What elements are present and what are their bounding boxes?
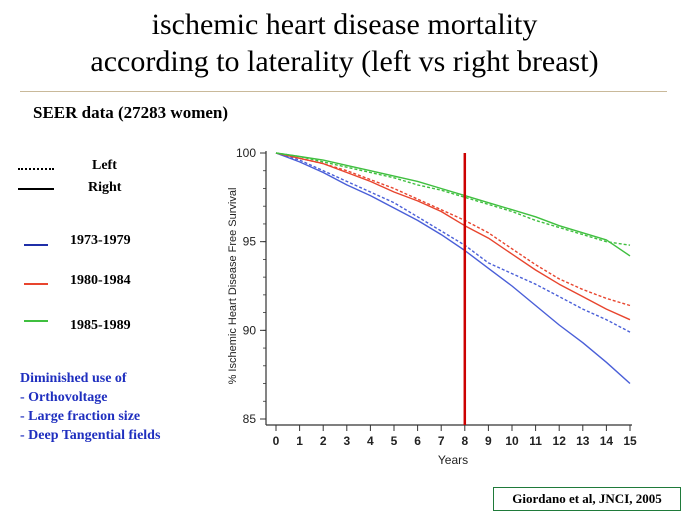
x-tick-label: 12 [553,434,567,448]
citation-box: Giordano et al, JNCI, 2005 [493,487,681,511]
x-tick-label: 13 [576,434,590,448]
legend-left-label: Left [92,158,117,173]
chart-axes [260,151,632,431]
series-line-1985-1989-right [275,152,631,246]
subtitle: SEER data (27283 women) [33,103,229,122]
x-tick-label: 1 [296,434,303,448]
chart-series [275,152,631,385]
x-tick-label: 0 [273,434,280,448]
note-header: Diminished use of [20,371,127,386]
title-divider [20,91,667,92]
x-tick-label: 3 [343,434,350,448]
y-tick-label: 95 [243,235,257,249]
x-tick-label: 10 [505,434,519,448]
legend-left-swatch [18,168,54,170]
legend-1985-label: 1985-1989 [70,318,131,333]
note-box: Diminished use of - Orthovoltage - Large… [20,369,160,445]
legend-1973-label: 1973-1979 [70,233,131,248]
title-line-2: according to laterality (left vs right b… [90,45,599,78]
series-line-1980-1984-right [275,152,631,307]
note-item: - Deep Tangential fields [20,428,161,443]
title-line-1: ischemic heart disease mortality [151,8,538,41]
x-tick-label: 8 [461,434,468,448]
series-line-1985-1989-left [275,152,631,257]
x-tick-label: 14 [600,434,614,448]
x-tick-label: 4 [367,434,374,448]
note-item: - Large fraction size [20,409,141,424]
legend-1985-swatch [24,320,48,322]
series-line-1980-1984-left [275,152,631,321]
x-tick-label: 15 [623,434,637,448]
x-tick-label: 9 [485,434,492,448]
y-axis-label: % Ischemic Heart Disease Free Survival [227,188,239,385]
legend-right-swatch [18,188,54,190]
legend-1973-swatch [24,244,48,246]
slide-title: ischemic heart disease mortality accordi… [0,6,689,80]
note-item: - Orthovoltage [20,390,108,405]
legend-1980-swatch [24,283,48,285]
x-tick-label: 6 [414,434,421,448]
y-tick-label: 100 [236,146,256,160]
legend-1980-label: 1980-1984 [70,273,131,288]
series-line-1973-1979-right [275,152,631,333]
x-tick-label: 11 [529,434,542,448]
x-tick-label: 5 [391,434,398,448]
x-axis-label: Years [438,453,468,467]
x-tick-label: 2 [320,434,327,448]
y-tick-label: 90 [243,323,257,337]
y-tick-label: 85 [243,412,257,426]
legend-right-label: Right [88,180,122,195]
x-tick-label: 7 [438,434,445,448]
series-line-1973-1979-left [275,152,631,385]
